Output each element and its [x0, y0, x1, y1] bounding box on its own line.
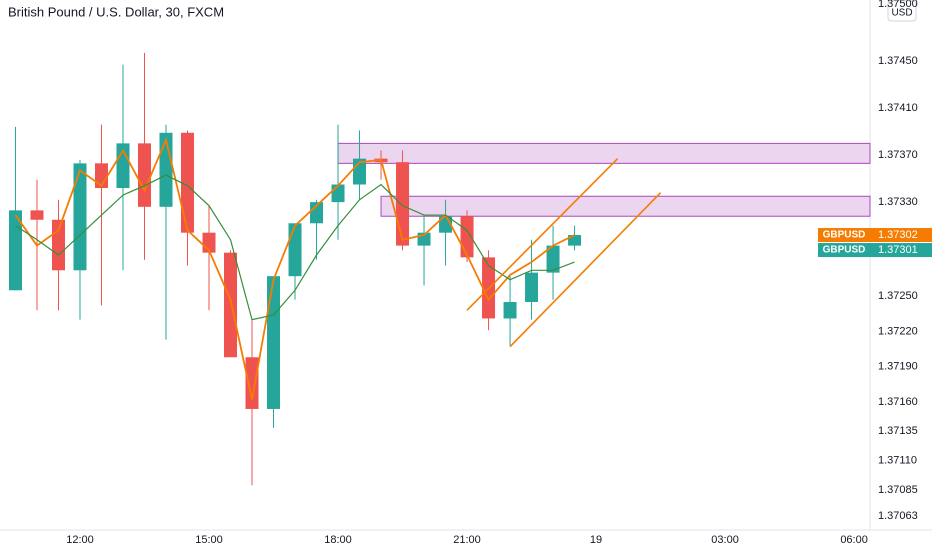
price-tag-name: GBPUSD [823, 230, 866, 241]
chart-title: British Pound / U.S. Dollar, 30, FXCM [8, 4, 224, 19]
candle-body [525, 272, 539, 303]
x-tick-label: 19 [590, 534, 602, 546]
y-tick-label: 1.37500 [878, 0, 918, 10]
candle-body [288, 223, 302, 277]
y-tick-label: 1.37410 [878, 102, 918, 114]
y-tick-label: 1.37110 [878, 455, 917, 467]
y-tick-label: 1.37190 [878, 361, 918, 373]
candle-body [396, 162, 410, 246]
zone [337, 142, 871, 164]
x-tick-label: 21:00 [453, 534, 481, 546]
price-tag-name-bg [818, 228, 870, 243]
candle-body [8, 210, 22, 291]
x-tick-label: 12:00 [66, 534, 94, 546]
zone [380, 195, 871, 217]
candle-body [224, 252, 238, 358]
candle-body [310, 202, 324, 224]
x-tick-label: 15:00 [195, 534, 223, 546]
y-tick-label: 1.37330 [878, 196, 918, 208]
candle-body [245, 357, 259, 409]
indicator-line [14, 136, 575, 400]
candle-body [30, 210, 44, 220]
indicator-line [15, 174, 575, 321]
y-tick-label: 1.37160 [878, 396, 918, 408]
price-tag-name-bg [818, 243, 870, 258]
trend-line [509, 192, 662, 348]
currency-box [887, 0, 917, 22]
y-tick-label: 1.37370 [878, 149, 918, 161]
y-tick-label: 1.37135 [878, 425, 918, 437]
y-tick-label: 1.37450 [878, 55, 918, 67]
x-tick-label: 06:00 [840, 534, 868, 546]
candle-body [137, 143, 151, 207]
price-tag-value-bg [870, 228, 932, 243]
price-tag-value: 1.37302 [878, 229, 918, 241]
price-tag-value: 1.37301 [878, 244, 918, 256]
candle-body [546, 245, 560, 273]
candle-body [331, 184, 345, 203]
price-tag-value-bg [870, 243, 932, 258]
x-tick-label: 03:00 [711, 534, 739, 546]
y-tick-label: 1.37220 [878, 325, 918, 337]
candle-body [51, 219, 65, 271]
candle-body [267, 276, 281, 409]
trend-line [466, 158, 619, 311]
candle-body [159, 132, 173, 207]
candle-body [181, 132, 195, 233]
y-tick-label: 1.37085 [878, 484, 918, 496]
candle-body [73, 163, 87, 271]
x-tick-label: 18:00 [324, 534, 352, 546]
y-tick-label: 1.37063 [878, 510, 918, 522]
currency: USD [891, 8, 912, 19]
candle-body [568, 235, 582, 246]
price-tag-name: GBPUSD [823, 245, 866, 256]
candle-body [503, 302, 517, 319]
y-tick-label: 1.37250 [878, 290, 918, 302]
